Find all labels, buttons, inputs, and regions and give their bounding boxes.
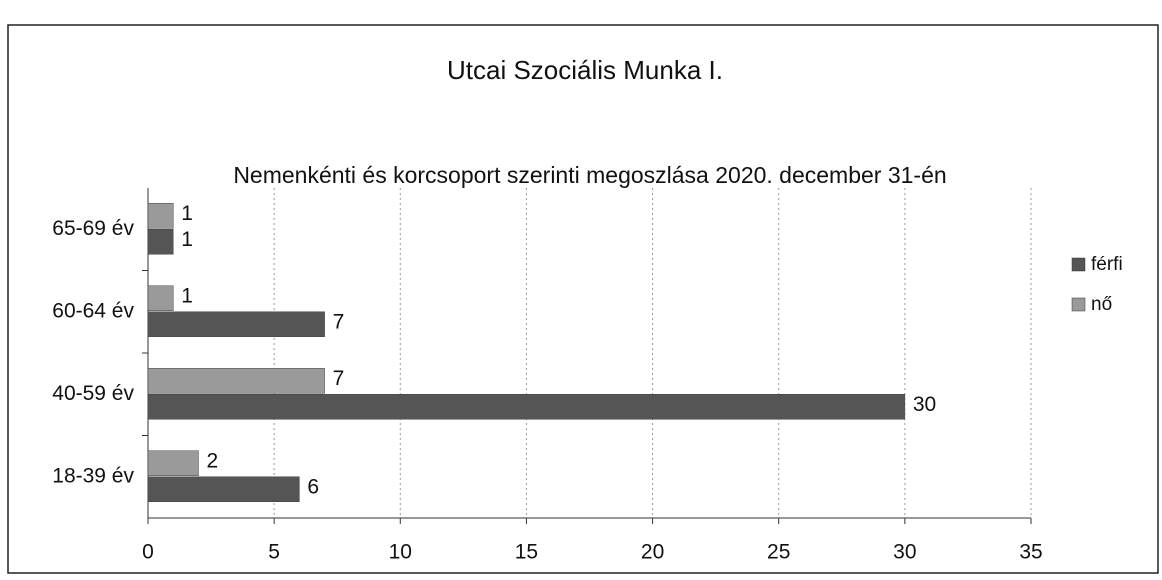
x-tick-label: 5 (268, 541, 280, 564)
y-tick-label: 65-69 év (52, 217, 134, 240)
x-tick-label: 20 (641, 541, 664, 564)
legend-label: férfi (1091, 254, 1123, 275)
y-tick-label: 40-59 év (52, 382, 134, 405)
data-label: 2 (206, 449, 218, 472)
data-label: 7 (333, 310, 345, 333)
x-tick-label: 15 (515, 541, 538, 564)
bar (147, 285, 174, 311)
x-tick-label: 25 (767, 541, 790, 564)
bar (147, 476, 300, 502)
data-label: 1 (181, 202, 193, 225)
legend-swatch (1071, 257, 1086, 272)
y-tick-label: 18-39 év (52, 464, 134, 487)
data-label: 1 (181, 228, 193, 251)
bar (147, 394, 906, 420)
chart-title: Utcai Szociális Munka I. (447, 55, 723, 85)
x-tick-label: 0 (142, 541, 154, 564)
bar (147, 203, 174, 229)
data-label: 7 (333, 367, 345, 390)
data-label: 6 (307, 475, 319, 498)
y-tick-label: 60-64 év (52, 299, 134, 322)
data-label: 1 (181, 284, 193, 307)
legend-swatch (1071, 297, 1086, 312)
bar (147, 311, 325, 337)
legend-label: nő (1091, 294, 1112, 315)
data-label: 30 (913, 393, 936, 416)
chart-border (7, 24, 1159, 574)
chart-subtitle: Nemenkénti és korcsoport szerinti megosz… (233, 162, 946, 188)
x-tick-label: 35 (1019, 541, 1042, 564)
bar (147, 229, 174, 255)
x-tick-label: 10 (389, 541, 412, 564)
x-tick-label: 30 (893, 541, 916, 564)
bar (147, 450, 199, 476)
bar (147, 368, 325, 394)
